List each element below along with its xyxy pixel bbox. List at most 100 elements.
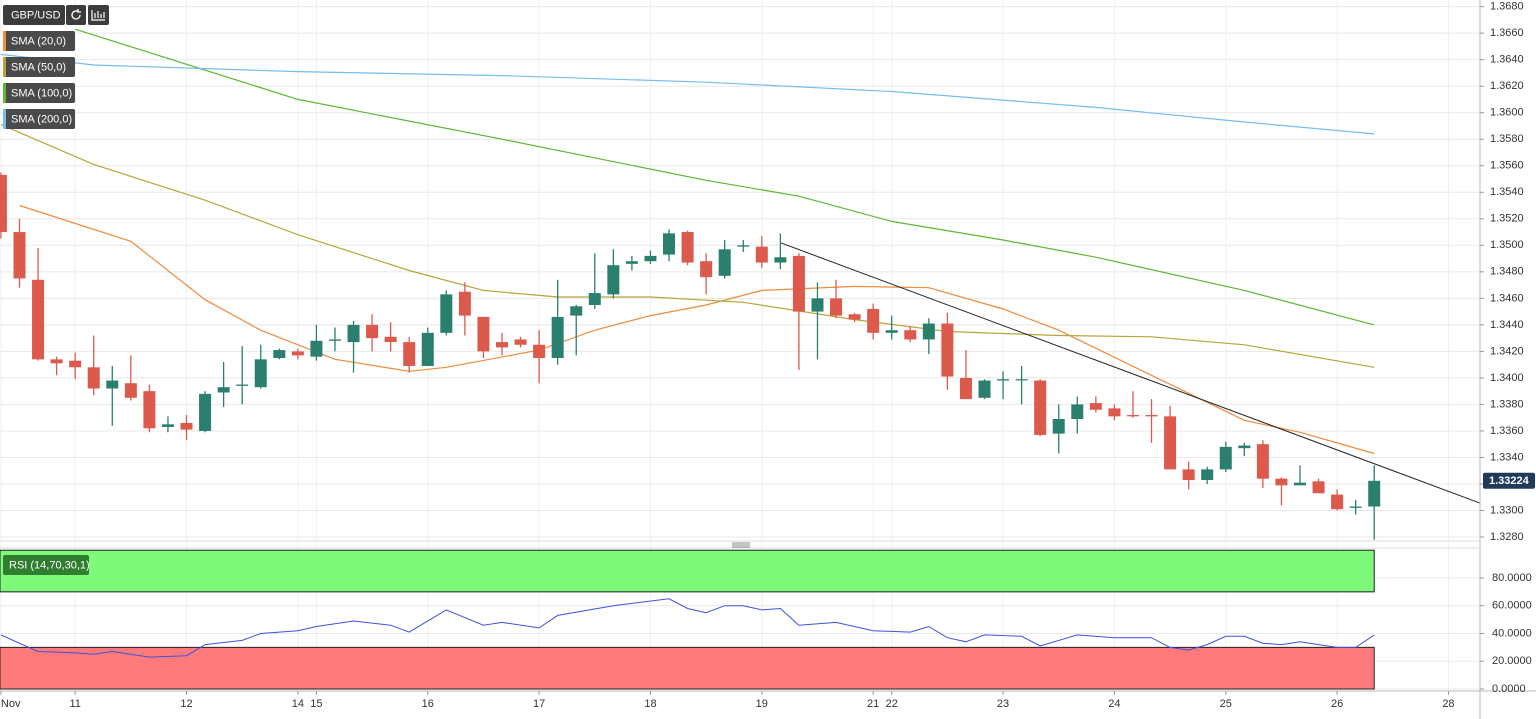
- legend-box: [3, 555, 89, 575]
- candle-body: [792, 255, 805, 312]
- candle-body: [700, 261, 713, 278]
- candle-body: [161, 424, 174, 427]
- candle-body: [291, 351, 304, 356]
- candle-body: [811, 298, 824, 312]
- candle-body: [959, 377, 972, 400]
- candle-body: [124, 383, 137, 398]
- candle-body: [13, 232, 26, 279]
- x-tick-label: 25: [1220, 698, 1232, 710]
- candle-body: [477, 316, 490, 352]
- candle-body: [1089, 403, 1102, 410]
- x-tick-label: 11: [69, 698, 80, 710]
- y-tick-label: 1.3560: [1490, 160, 1524, 172]
- x-tick-label: 14: [292, 698, 304, 710]
- y-tick-label: 1.3280: [1490, 531, 1524, 543]
- candle-body: [848, 314, 861, 320]
- legend-swatch: [3, 83, 6, 103]
- sma-line: [19, 204, 1375, 455]
- y-tick-label: 1.3540: [1490, 186, 1524, 198]
- rsi-bands: [0, 549, 1375, 690]
- y-tick-label: 1.3460: [1490, 292, 1524, 304]
- symbol-box[interactable]: [3, 5, 65, 25]
- trend-line: [780, 242, 1480, 504]
- candle-body: [625, 261, 638, 264]
- x-tick-label: Nov: [1, 698, 21, 710]
- candle-body: [69, 360, 82, 368]
- candle-body: [273, 350, 286, 359]
- x-tick-label: 22: [886, 698, 898, 710]
- candle-body: [997, 379, 1010, 381]
- candle-body: [440, 294, 453, 333]
- legend-box: [3, 57, 75, 77]
- y-tick-label: 1.3680: [1490, 1, 1524, 13]
- x-tick-label: 26: [1331, 698, 1343, 710]
- refresh-icon: [71, 9, 81, 20]
- y-tick-label: 1.3440: [1490, 319, 1524, 331]
- candle-body: [514, 339, 527, 345]
- y-tick-label: 1.3420: [1490, 345, 1524, 357]
- candle-body: [217, 387, 230, 393]
- legend-swatch: [3, 109, 6, 129]
- resize-handle[interactable]: [732, 542, 750, 548]
- candle-body: [718, 249, 731, 276]
- x-tick-label: 16: [422, 698, 434, 710]
- candle-body: [1015, 379, 1028, 381]
- legend-box: [3, 109, 75, 129]
- y-tick-label: 1.3620: [1490, 80, 1524, 92]
- sma-line: [0, 53, 1375, 135]
- price-tag: 1.33224: [1483, 472, 1535, 489]
- x-tick-label: 23: [997, 698, 1009, 710]
- price-axis: 1.32801.33001.33201.33401.33601.33801.34…: [1480, 1, 1532, 695]
- y-tick-label: 40.0000: [1492, 627, 1532, 639]
- candle-body: [774, 257, 787, 263]
- candle-body: [1293, 482, 1306, 486]
- y-tick-label: 1.3340: [1490, 451, 1524, 463]
- candle-body: [1182, 469, 1195, 481]
- refresh-button[interactable]: [66, 5, 86, 25]
- candles: [0, 172, 1381, 540]
- rsi-band: [0, 646, 1375, 690]
- legend-item: SMA (50,0): [3, 57, 75, 77]
- rsi-line: [0, 598, 1375, 658]
- sma-line: [0, 124, 1375, 368]
- y-tick-label: 1.3580: [1490, 133, 1524, 145]
- candle-body: [1145, 415, 1158, 417]
- candle-body: [1256, 444, 1269, 479]
- candle-body: [1238, 445, 1251, 449]
- candle-body: [199, 393, 212, 431]
- x-tick-label: 19: [756, 698, 768, 710]
- y-tick-label: 60.0000: [1492, 600, 1532, 612]
- rsi-line: [0, 598, 1375, 658]
- candle-body: [644, 255, 657, 262]
- candle-body: [885, 330, 898, 333]
- x-tick-label: 12: [180, 698, 192, 710]
- candle-body: [681, 232, 694, 263]
- candle-body: [607, 265, 620, 295]
- candle-body: [830, 298, 843, 316]
- candle-body: [403, 342, 416, 366]
- y-tick-label: 1.3400: [1490, 372, 1524, 384]
- candle-body: [1201, 469, 1214, 481]
- candle-body: [32, 279, 45, 360]
- candle-body: [570, 306, 583, 316]
- y-tick-label: 1.3660: [1490, 27, 1524, 39]
- candle-body: [663, 233, 676, 255]
- legend-swatch: [3, 57, 6, 77]
- x-tick-label: 17: [533, 698, 545, 710]
- candle-body: [1108, 408, 1121, 417]
- y-tick-label: 1.3300: [1490, 504, 1524, 516]
- candle-body: [328, 339, 341, 341]
- candle-body: [143, 391, 156, 429]
- legend-item: SMA (20,0): [3, 31, 75, 51]
- candle-body: [1312, 481, 1325, 494]
- legend-label: SMA (100,0): [11, 87, 72, 99]
- y-tick-label: 1.3500: [1490, 239, 1524, 251]
- candle-body: [0, 175, 7, 233]
- legend-item: SMA (100,0): [3, 83, 75, 103]
- candle-body: [180, 422, 193, 430]
- price-tag-box: [1483, 472, 1535, 489]
- candle-body: [495, 342, 508, 348]
